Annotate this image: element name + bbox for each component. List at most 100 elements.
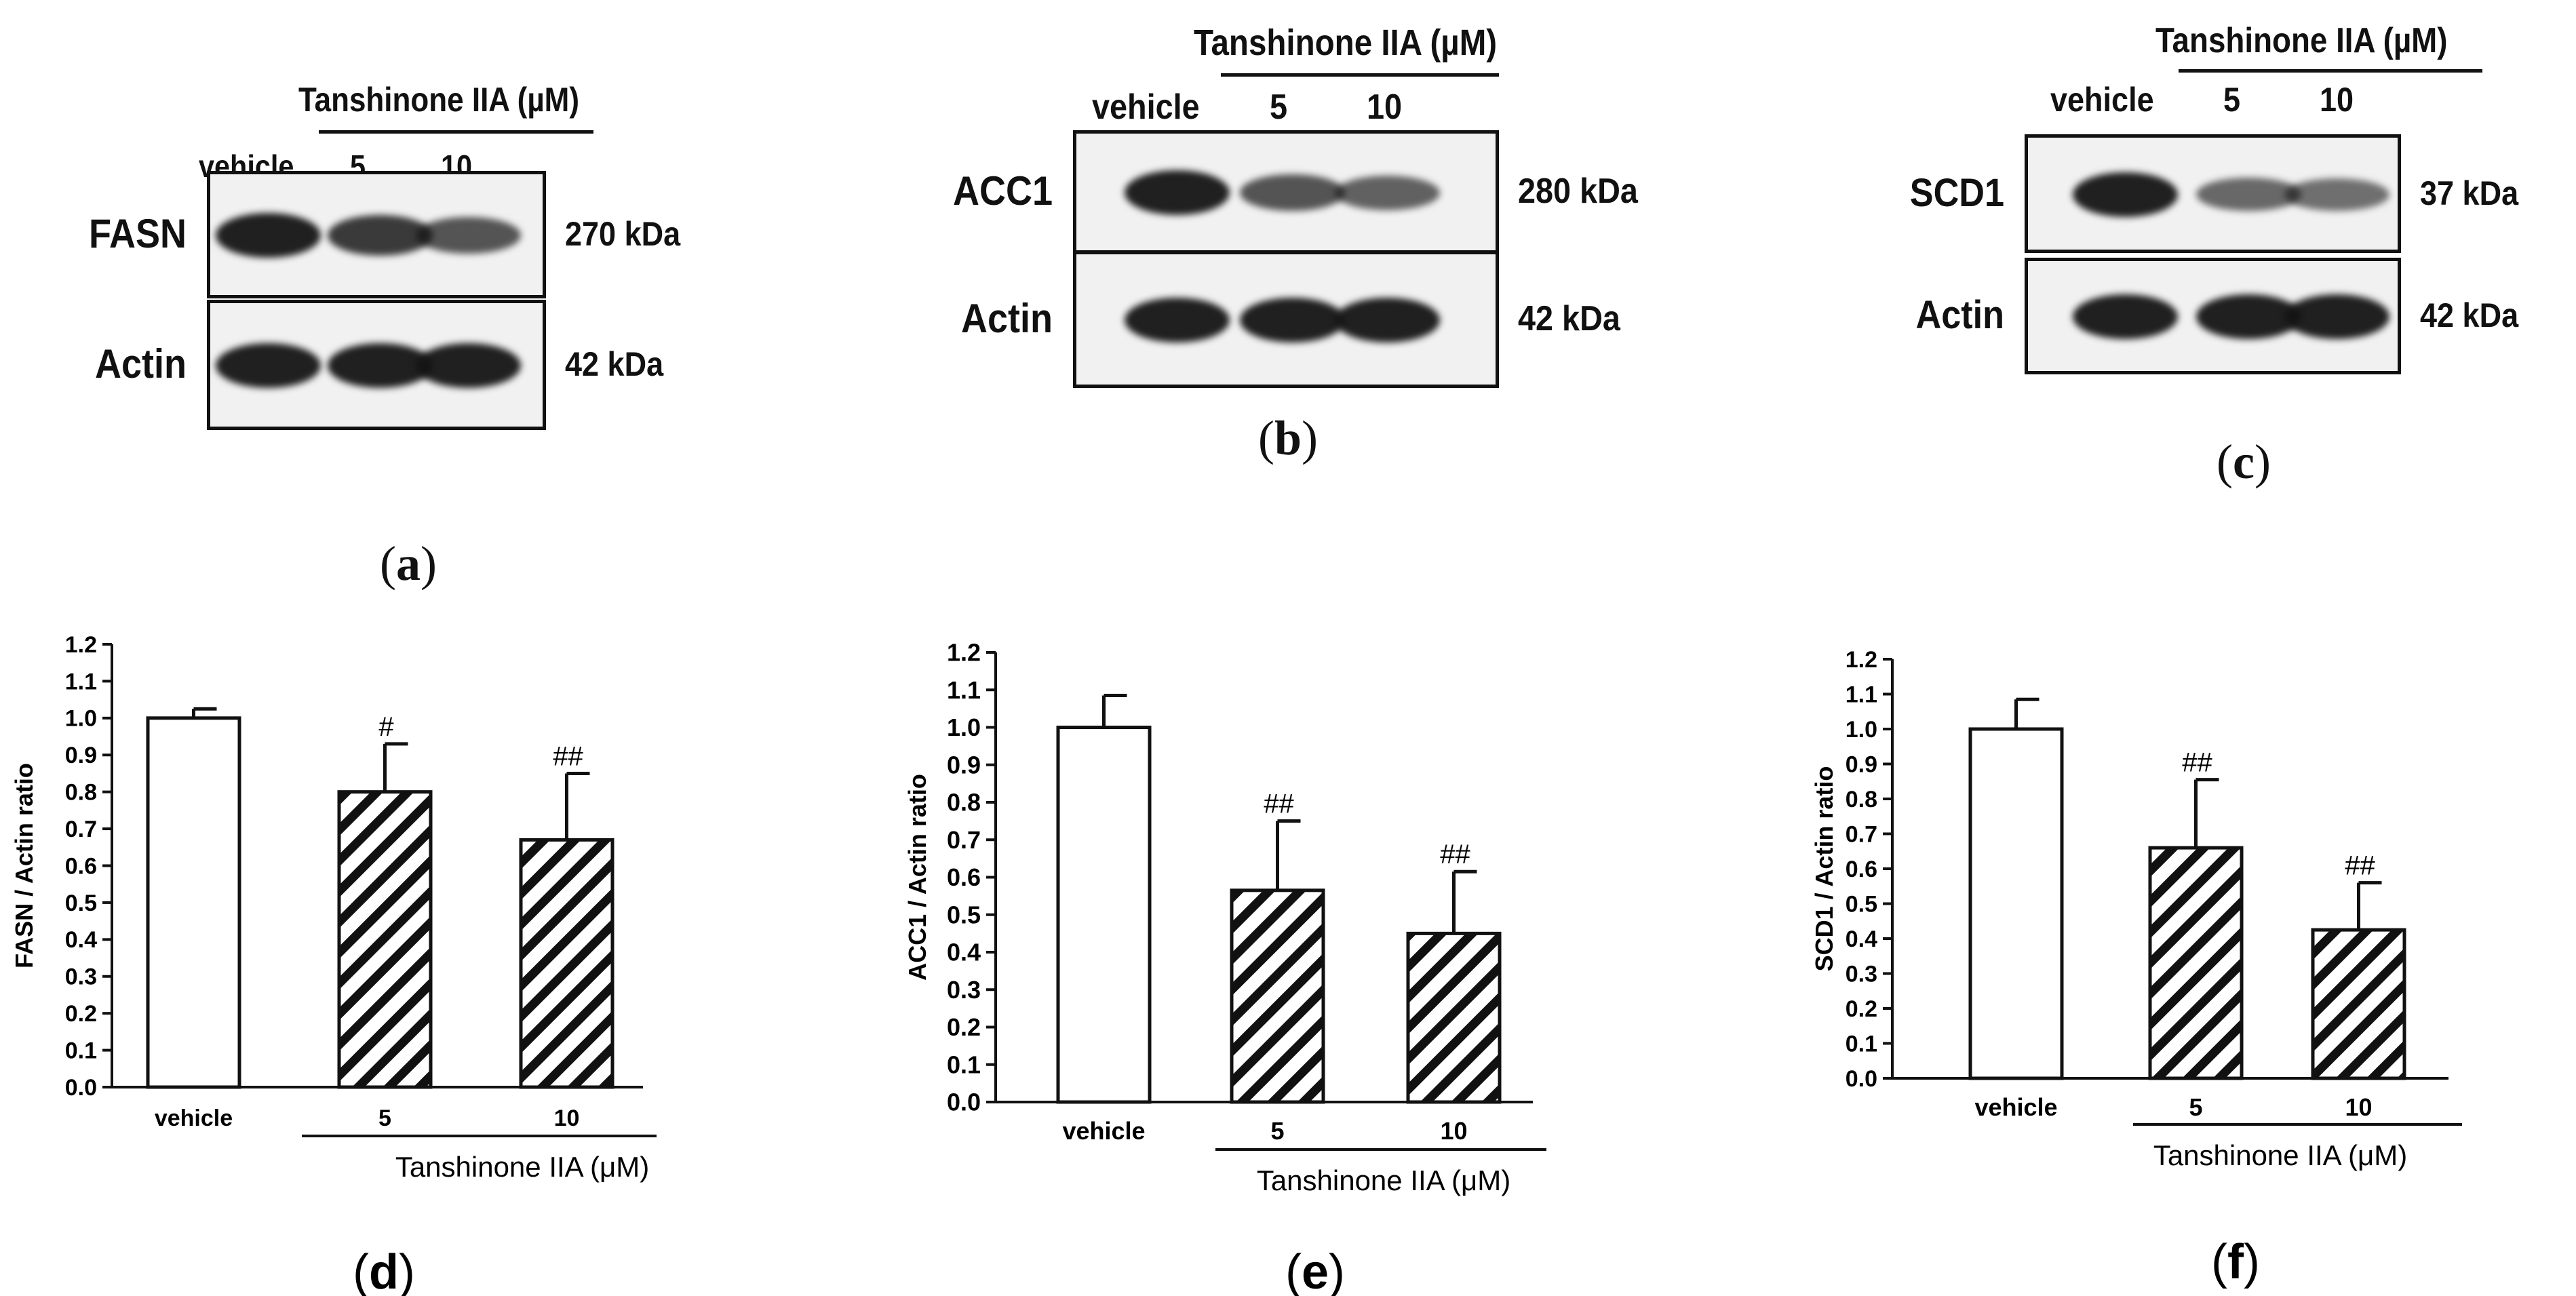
y-tick-label: 1.0 xyxy=(65,706,97,732)
protein-band xyxy=(415,343,521,388)
y-tick-label: 0.3 xyxy=(947,976,981,1004)
bar-chart-scd1: 0.0 0.1 0.2 0.3 0.4 0.5 0.6 0.7 0.8 0.9 1.0 1.1 1.2 S… xyxy=(1810,647,2462,1289)
significance-mark: ## xyxy=(1264,789,1294,819)
mw-label: 42 kDa xyxy=(1518,298,1620,338)
lane-label: 10 xyxy=(1367,87,1403,127)
lane-label: 5 xyxy=(2223,81,2241,119)
y-axis-label: ACC1 / Actin ratio xyxy=(903,774,931,981)
blot-row-actin xyxy=(1073,251,1499,388)
protein-label: Actin xyxy=(961,296,1053,341)
protein-band xyxy=(2072,294,2178,339)
x-tick-label: vehicle xyxy=(1974,1093,2057,1121)
panel-label: (d) xyxy=(353,1245,415,1296)
bar-10 xyxy=(519,838,614,1089)
bar-5 xyxy=(2148,846,2244,1080)
y-tick-label: 0.3 xyxy=(1846,961,1877,987)
y-tick-label: 0.0 xyxy=(1846,1066,1877,1092)
mw-label: 37 kDa xyxy=(2420,174,2519,212)
protein-band xyxy=(2072,172,2178,217)
protein-band xyxy=(2196,294,2301,339)
blot-row-fasn xyxy=(207,171,546,298)
y-tick-label: 0.0 xyxy=(65,1075,97,1101)
x-group-label: Tanshinone IIA (μM) xyxy=(2153,1139,2407,1171)
protein-band xyxy=(1124,298,1230,342)
y-tick-label: 1.1 xyxy=(65,669,97,694)
x-tick-label: 5 xyxy=(2189,1093,2202,1121)
treatment-label: Tanshinone IIA (µM) xyxy=(298,81,579,119)
y-tick-label: 0.8 xyxy=(65,780,97,806)
y-tick-label: 0.7 xyxy=(65,817,97,842)
y-tick-label: 1.0 xyxy=(947,713,981,741)
protein-band xyxy=(2196,177,2301,212)
y-tick-label: 0.5 xyxy=(1846,891,1877,917)
treatment-line xyxy=(319,130,593,134)
x-tick-label: 10 xyxy=(554,1105,580,1131)
treatment-line xyxy=(1221,73,1499,77)
y-tick-label: 0.9 xyxy=(1846,751,1877,777)
protein-band xyxy=(215,343,321,388)
x-tick-label: 10 xyxy=(2345,1093,2372,1121)
protein-band xyxy=(215,213,321,258)
blot-row-actin xyxy=(2025,258,2401,374)
protein-label: ACC1 xyxy=(952,168,1053,214)
mw-label: 42 kDa xyxy=(565,345,664,383)
blot-row-acc1 xyxy=(1073,130,1499,254)
y-tick-label: 0.1 xyxy=(947,1050,981,1078)
protein-band xyxy=(2284,178,2389,211)
y-tick-label: 0.8 xyxy=(1846,787,1877,812)
y-tick-label: 0.0 xyxy=(947,1088,981,1116)
significance-mark: ## xyxy=(553,741,583,771)
protein-label: Actin xyxy=(95,341,187,387)
y-tick-label: 0.8 xyxy=(947,789,981,817)
panel-label: (a) xyxy=(380,536,437,591)
x-tick-label: 5 xyxy=(1270,1117,1284,1145)
y-tick-label: 0.1 xyxy=(65,1038,97,1063)
treatment-label: Tanshinone IIA (µM) xyxy=(2155,21,2448,60)
protein-band xyxy=(1124,170,1230,215)
mw-label: 270 kDa xyxy=(565,215,681,253)
panel-label: (f) xyxy=(2211,1235,2260,1289)
significance-mark: ## xyxy=(1440,840,1470,869)
y-axis-label: SCD1 / Actin ratio xyxy=(1810,766,1838,972)
y-tick-label: 0.4 xyxy=(65,927,97,953)
protein-band xyxy=(1239,174,1345,211)
y-tick-label: 1.2 xyxy=(65,632,97,658)
y-tick-label: 0.9 xyxy=(947,751,981,779)
protein-band xyxy=(2284,294,2389,339)
y-tick-label: 0.1 xyxy=(1846,1031,1877,1057)
y-tick-label: 0.9 xyxy=(65,743,97,768)
x-tick-label: vehicle xyxy=(1062,1117,1145,1145)
y-tick-label: 0.7 xyxy=(1846,821,1877,847)
treatment-label: Tanshinone IIA (µM) xyxy=(1194,22,1498,63)
bar-5 xyxy=(337,790,433,1089)
y-tick-label: 0.6 xyxy=(65,853,97,879)
mw-label: 42 kDa xyxy=(2420,296,2519,334)
y-tick-label: 0.7 xyxy=(947,826,981,854)
y-tick-label: 0.2 xyxy=(65,1001,97,1027)
panel-label: (e) xyxy=(1285,1245,1345,1296)
protein-band xyxy=(1334,175,1440,210)
protein-band xyxy=(1239,298,1345,342)
protein-band xyxy=(415,217,521,254)
y-tick-label: 0.6 xyxy=(1846,857,1877,882)
y-tick-label: 0.2 xyxy=(947,1013,981,1041)
panel-label: (c) xyxy=(2217,435,2271,489)
lane-label: vehicle xyxy=(2050,81,2154,119)
bar-10 xyxy=(2311,928,2406,1080)
mw-label: 280 kDa xyxy=(1518,171,1638,211)
y-tick-label: 0.6 xyxy=(947,863,981,891)
significance-mark: ## xyxy=(2182,748,2212,778)
lane-label: vehicle xyxy=(1092,87,1200,127)
lane-label: 5 xyxy=(1270,87,1288,127)
bar-vehicle xyxy=(146,716,241,1089)
treatment-line xyxy=(2179,69,2482,73)
lane-label: 10 xyxy=(2320,81,2354,119)
x-tick-label: 10 xyxy=(1440,1117,1467,1145)
protein-label: Actin xyxy=(1915,293,2005,338)
panel-letter: e xyxy=(1302,1245,1329,1296)
y-tick-label: 1.2 xyxy=(947,639,981,667)
y-tick-label: 0.5 xyxy=(65,890,97,916)
panel-letter: c xyxy=(2232,435,2255,489)
protein-label: SCD1 xyxy=(1909,170,2004,215)
bar-vehicle xyxy=(1968,727,2064,1080)
